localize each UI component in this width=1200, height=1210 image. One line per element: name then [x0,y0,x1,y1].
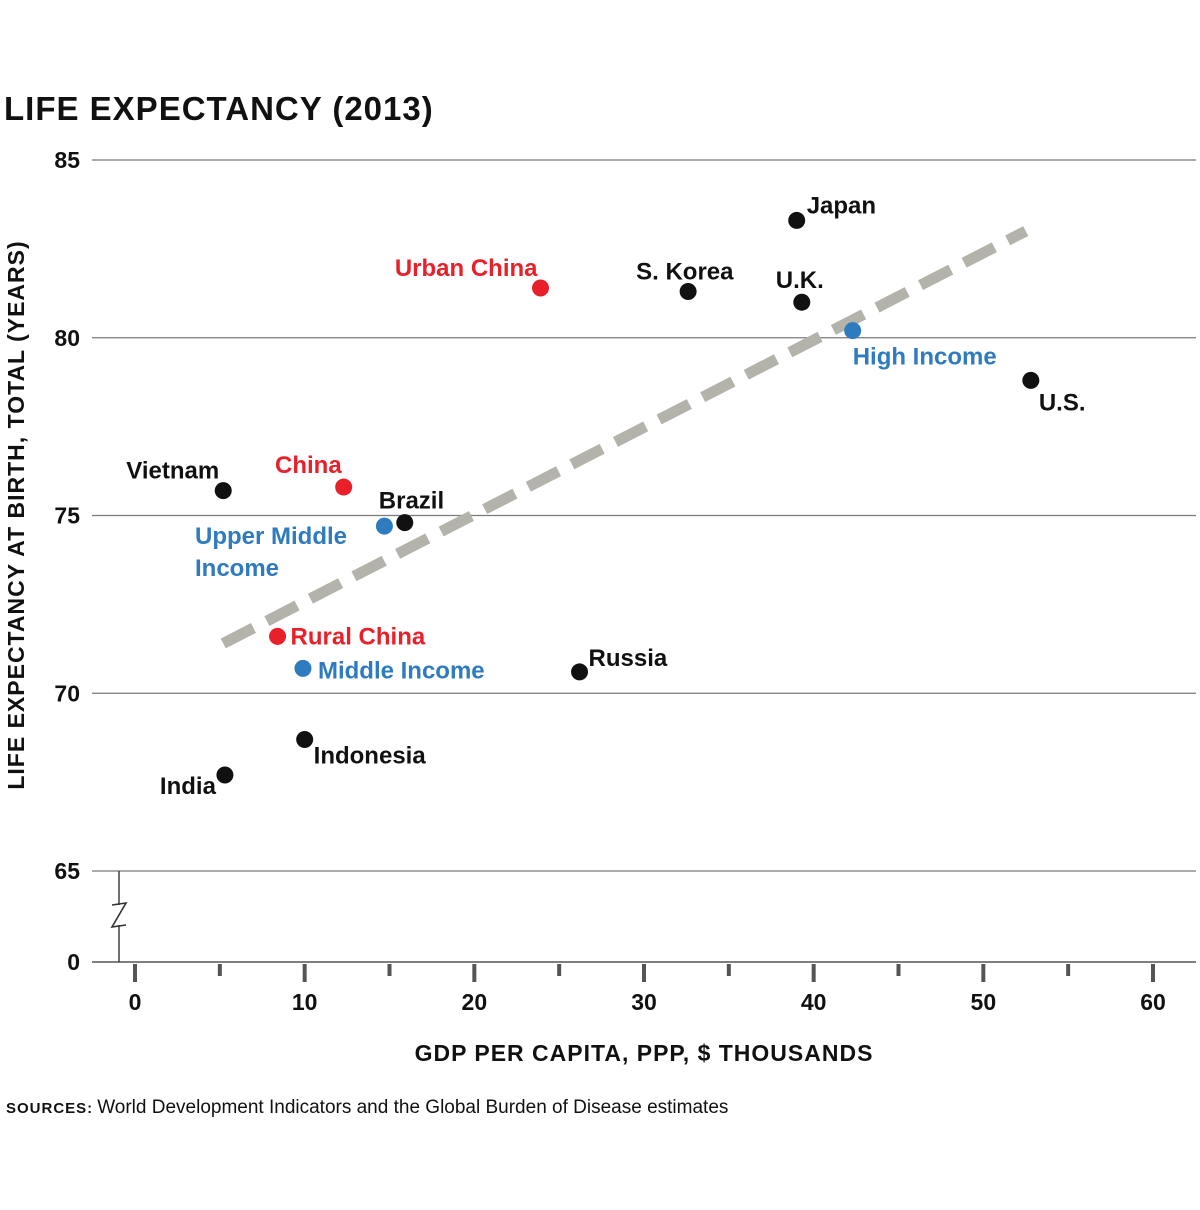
point-label: Indonesia [314,742,427,769]
point-marker [216,766,234,784]
point-label: Middle Income [318,657,485,684]
point-marker [269,627,287,645]
point-marker [793,293,811,311]
point-china: China [275,452,353,496]
x-tick-label: 0 [129,989,142,1015]
point-label: U.S. [1039,389,1086,416]
point-label: Rural China [291,623,426,650]
point-rural-china: Rural China [269,623,426,650]
point-u-k: U.K. [776,267,824,311]
y-tick-label: 0 [67,949,80,975]
point-label: India [160,773,217,800]
source-label: SOURCES: [6,1100,94,1117]
source-note: SOURCES: World Development Indicators and… [6,1097,728,1119]
point-marker [571,663,589,681]
point-middle-income: Middle Income [294,657,485,684]
chart-title: LIFE EXPECTANCY (2013) [4,90,434,127]
y-tick-label: 80 [54,325,80,351]
x-tick-label: 30 [631,989,657,1015]
data-points: Japan Urban China S. Korea U.K. High Income U… [126,192,1085,800]
point-label: Urban China [395,255,538,282]
point-high-income: High Income [844,322,997,371]
point-marker [296,730,314,748]
point-label: U.K. [776,267,824,294]
point-marker [294,659,312,677]
y-tick-label: 85 [54,147,80,173]
point-marker [679,283,697,301]
point-india: India [160,766,234,800]
point-vietnam: Vietnam [126,458,232,500]
point-label: China [275,452,342,479]
source-text: World Development Indicators and the Glo… [97,1097,729,1118]
axes: 0 10 20 30 40 50 60 [110,871,1166,1015]
point-marker [396,514,414,532]
y-tick-label: 70 [54,680,80,706]
x-tick-label: 60 [1140,989,1166,1015]
point-japan: Japan [788,192,876,229]
y-tick-label: 75 [54,503,80,529]
point-marker [844,322,862,340]
y-tick-label: 65 [54,858,80,884]
x-axis-label: GDP PER CAPITA, PPP, $ THOUSANDS [415,1040,874,1066]
point-label: S. Korea [636,259,734,286]
trend-line [220,226,1029,649]
scatter-chart: LIFE EXPECTANCY (2013) 85 80 75 70 65 0 0 10 20… [3,90,1196,1066]
point-marker [335,478,353,496]
x-tick-label: 20 [462,989,488,1015]
point-label: Russia [589,645,668,672]
axis-break-symbol [110,901,128,929]
point-brazil: Brazil [379,488,444,532]
point-marker [214,482,232,500]
gridlines: 85 80 75 70 65 0 [54,147,1196,975]
point-label: Brazil [379,488,444,515]
point-russia: Russia [571,645,668,681]
point-label: Upper Middle Income [195,523,347,582]
point-marker [1022,371,1040,389]
point-upper-middle-income: Upper Middle Income [195,517,393,582]
point-marker [375,517,393,535]
y-axis-label: LIFE EXPECTANCY AT BIRTH, TOTAL (YEARS) [3,240,29,789]
x-tick-label: 10 [292,989,318,1015]
point-urban-china: Urban China [395,255,550,297]
point-marker [788,211,806,229]
point-label: High Income [853,344,997,371]
x-tick-label: 40 [801,989,827,1015]
point-indonesia: Indonesia [296,730,427,769]
point-s-korea: S. Korea [636,259,734,301]
point-u-s: U.S. [1022,371,1086,416]
point-label: Japan [807,192,876,219]
point-label: Vietnam [126,458,219,485]
point-marker [532,279,550,297]
x-tick-label: 50 [971,989,997,1015]
